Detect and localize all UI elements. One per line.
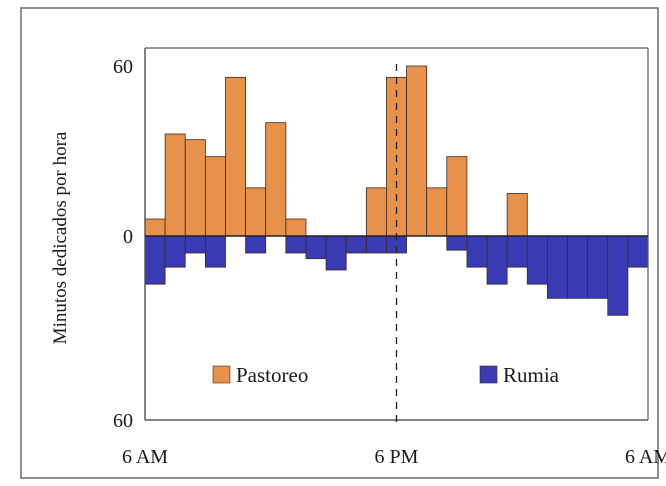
rumia-bar — [527, 236, 547, 284]
pastoreo-bar — [205, 157, 225, 236]
rumia-bar — [286, 236, 306, 253]
rumia-bar — [306, 236, 326, 259]
rumia-bar — [185, 236, 205, 253]
y-tick-label: 0 — [123, 226, 133, 248]
y-axis-label: Minutos dedicados por hora — [50, 131, 71, 344]
y-tick-label: 60 — [113, 56, 133, 78]
pastoreo-bar — [447, 157, 467, 236]
rumia-bar — [326, 236, 346, 270]
pastoreo-bar — [427, 188, 447, 236]
rumia-legend-label: Rumia — [503, 363, 560, 387]
rumia-bar — [346, 236, 366, 253]
rumia-bar — [547, 236, 567, 298]
x-tick-label: 6 AM — [122, 446, 168, 468]
pastoreo-bar — [286, 219, 306, 236]
rumia-bar — [467, 236, 487, 267]
rumia-legend-swatch — [480, 366, 497, 383]
pastoreo-legend-label: Pastoreo — [236, 363, 308, 387]
rumia-bar — [205, 236, 225, 267]
rumia-bar — [608, 236, 628, 315]
rumia-bar — [366, 236, 386, 253]
rumia-bar — [447, 236, 467, 250]
pastoreo-bar — [266, 123, 286, 236]
rumia-bar — [588, 236, 608, 298]
pastoreo-bar — [407, 66, 427, 236]
pastoreo-bar — [165, 134, 185, 236]
rumia-bar — [628, 236, 648, 267]
legend: Pastoreo Rumia — [213, 363, 560, 387]
rumia-bar — [507, 236, 527, 267]
y-tick-label: 60 — [113, 410, 133, 432]
rumia-bar — [165, 236, 185, 267]
x-tick-label: 6 AM — [625, 446, 666, 468]
rumia-bar — [246, 236, 266, 253]
pastoreo-bar — [185, 140, 205, 236]
pastoreo-bar — [225, 77, 245, 236]
rumia-bar — [487, 236, 507, 284]
x-tick-label: 6 PM — [375, 446, 419, 468]
pastoreo-bar — [145, 219, 165, 236]
pastoreo-bar — [507, 194, 527, 237]
pastoreo-legend-swatch — [213, 366, 230, 383]
pastoreo-bar — [246, 188, 266, 236]
rumia-bar — [568, 236, 588, 298]
pastoreo-bar — [366, 188, 386, 236]
rumia-bar — [145, 236, 165, 284]
